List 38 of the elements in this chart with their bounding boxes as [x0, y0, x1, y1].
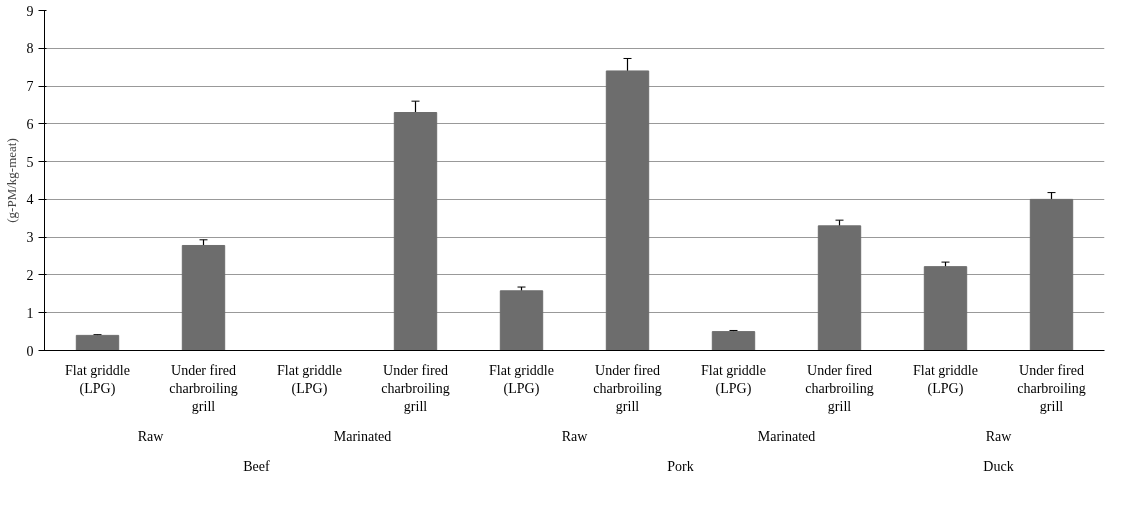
- bar: [711, 331, 756, 351]
- bar: [181, 244, 226, 351]
- y-tick-label: 1: [26, 305, 34, 321]
- category-label: Beef: [243, 458, 270, 474]
- bar: [1029, 198, 1074, 351]
- y-tick-label: 0: [26, 343, 34, 359]
- category-label: Duck: [983, 458, 1014, 474]
- category-label: Flat griddle (LPG): [913, 362, 978, 396]
- y-tick-label: 3: [26, 230, 34, 246]
- bar: [605, 70, 650, 351]
- category-label: Under fired charbroiling grill: [1017, 362, 1086, 414]
- y-tick-label: 7: [26, 79, 34, 95]
- y-tick-label: 8: [26, 41, 34, 57]
- category-label: Under fired charbroiling grill: [593, 362, 662, 414]
- bar: [75, 334, 120, 351]
- category-label: Under fired charbroiling grill: [381, 362, 450, 414]
- category-label: Flat griddle (LPG): [489, 362, 554, 396]
- y-tick-label: 5: [26, 154, 34, 170]
- bar: [817, 225, 862, 351]
- bar: [923, 266, 968, 351]
- y-tick-label: 2: [26, 267, 34, 283]
- y-tick-label: 6: [26, 116, 34, 132]
- category-label: Marinated: [333, 428, 392, 444]
- category-label: Under fired charbroiling grill: [169, 362, 238, 414]
- y-axis-title: (g-PM/kg-meat): [3, 138, 19, 223]
- category-label: Raw: [985, 428, 1012, 444]
- y-tick-label: 9: [26, 3, 34, 19]
- category-label: Flat griddle (LPG): [277, 362, 342, 396]
- category-label: Raw: [137, 428, 164, 444]
- bar: [393, 112, 438, 351]
- category-label: Flat griddle (LPG): [701, 362, 766, 396]
- category-label: Raw: [561, 428, 588, 444]
- category-label: Under fired charbroiling grill: [805, 362, 874, 414]
- y-tick-label: 4: [26, 192, 34, 208]
- category-label: Flat griddle (LPG): [65, 362, 130, 396]
- bar: [499, 290, 544, 351]
- category-label: Pork: [667, 458, 694, 474]
- category-label: Marinated: [757, 428, 816, 444]
